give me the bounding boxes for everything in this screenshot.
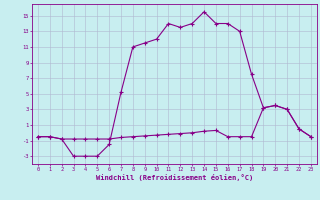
X-axis label: Windchill (Refroidissement éolien,°C): Windchill (Refroidissement éolien,°C): [96, 174, 253, 181]
